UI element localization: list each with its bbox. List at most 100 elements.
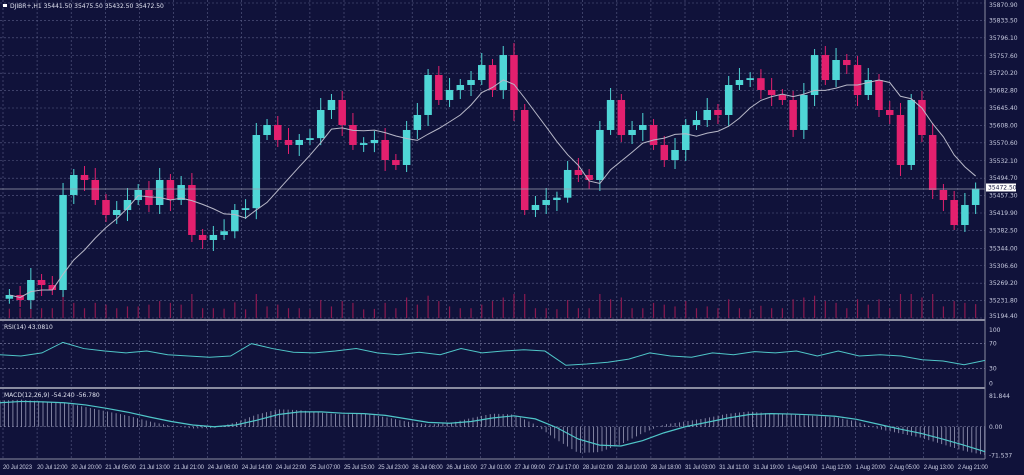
candle-body [188, 185, 196, 235]
candles[interactable] [5, 43, 980, 309]
time-tick-label: 1 Aug 20:00 [856, 465, 887, 471]
price-tick-label: 35382.50 [989, 227, 1018, 234]
time-tick-label: 20 Jul 20:00 [71, 465, 102, 471]
time-tick-label: 28 Jul 10:00 [617, 465, 648, 471]
candle-body [950, 200, 958, 226]
price-tick-label: 35645.40 [989, 105, 1018, 112]
candle-body [327, 99, 336, 111]
candle-body [91, 179, 100, 201]
time-tick-label: 25 Jul 07:00 [310, 465, 341, 471]
candle-body [338, 99, 346, 125]
macd-signal-line [0, 400, 986, 453]
candle-body [284, 139, 293, 145]
time-tick-label: 2 Aug 13:00 [924, 465, 955, 471]
candle-body [413, 114, 422, 130]
candle-body [918, 99, 926, 136]
candle-body [488, 65, 497, 90]
time-tick-label: 21 Jul 13:00 [139, 465, 170, 471]
current-price-box [986, 183, 1016, 192]
candle-body [274, 124, 282, 140]
candle-body [445, 89, 454, 100]
moving-average-line [9, 79, 976, 299]
price-tick-label: 35796.10 [989, 35, 1018, 42]
candle-body [27, 280, 35, 300]
candle-body [349, 124, 357, 145]
time-tick-label: 21 Jul 05:00 [105, 465, 136, 471]
candle-body [392, 160, 400, 165]
candle-body [896, 114, 905, 165]
rsi-tick-label: 30 [989, 365, 997, 372]
candle-body [134, 189, 142, 201]
candle-body [907, 99, 915, 165]
price-tick-label: 35532.10 [989, 158, 1018, 165]
volume-bars [8, 294, 977, 318]
candle-body [928, 135, 937, 190]
time-tick-label: 31 Jul 03:00 [685, 465, 716, 471]
candle-body [714, 110, 722, 115]
price-tick-label: 35608.00 [989, 122, 1018, 129]
macd-histogram [0, 399, 986, 456]
rsi-tick-label: 0 [989, 381, 993, 388]
candle-body [510, 55, 518, 111]
candle-body [177, 185, 185, 201]
price-tick-label: 35757.60 [989, 53, 1018, 60]
rsi-panel-separator[interactable] [0, 319, 985, 321]
time-tick-label: 2 Aug 21:00 [958, 465, 989, 471]
candle-body [48, 284, 57, 291]
candle-body [145, 189, 153, 205]
candle-body [789, 99, 797, 130]
time-tick-label: 24 Jul 14:00 [242, 465, 273, 471]
rsi-tick-label: 70 [989, 341, 997, 348]
time-tick-label: 1 Aug 12:00 [821, 465, 852, 471]
candle-body [617, 99, 626, 136]
current-price-label: 35472.50 [988, 185, 1017, 192]
candle-body [875, 80, 883, 111]
macd-panel-separator[interactable] [0, 387, 985, 389]
time-tick-label: 26 Jul 08:00 [412, 465, 443, 471]
candle-body [499, 55, 507, 90]
time-tick-label: 31 Jul 11:00 [719, 465, 750, 471]
candle-body [37, 280, 46, 285]
chart-title: DJIBR+,H1 35441.50 35475.50 35432.50 354… [10, 3, 164, 10]
candle-body [810, 55, 819, 96]
candle-body [123, 200, 132, 211]
macd-axis: 81.844 0.00 -71.537 [0, 393, 1012, 460]
price-tick-label: 35682.80 [989, 88, 1018, 95]
time-tick-label: 31 Jul 19:00 [753, 465, 784, 471]
candle-body [316, 110, 325, 139]
candle-body [832, 59, 840, 81]
candle-body [5, 294, 14, 299]
time-tick-label: 25 Jul 15:00 [344, 465, 375, 471]
candle-body [306, 138, 314, 140]
candle-body [381, 139, 389, 161]
candle-body [456, 84, 465, 90]
candle-body [166, 179, 175, 201]
rsi-line [0, 341, 986, 366]
candle-body [478, 65, 486, 81]
price-tick-label: 35494.70 [989, 175, 1018, 182]
candle-body [80, 175, 89, 180]
candle-body [800, 95, 808, 130]
candle-body [574, 169, 583, 176]
candle-body [939, 189, 948, 201]
candle-body [585, 175, 593, 180]
chart-menu-icon[interactable] [3, 4, 7, 7]
price-tick-label: 35833.50 [989, 17, 1018, 24]
candle-body [757, 78, 765, 90]
candle-body [402, 129, 411, 165]
candle-body [252, 135, 261, 209]
candle-body [59, 194, 67, 291]
candle-body [864, 80, 873, 96]
price-tick-label: 35570.60 [989, 140, 1018, 147]
candle-body [671, 150, 679, 161]
candle-body [596, 129, 604, 180]
price-tick-label: 35344.00 [989, 245, 1018, 252]
candle-body [102, 200, 110, 216]
candle-body [961, 204, 969, 226]
candle-body [370, 139, 379, 144]
candle-body [520, 110, 529, 211]
candle-body [231, 210, 239, 232]
rsi-tick-label: 100 [989, 327, 1001, 334]
candle-body [359, 143, 368, 145]
